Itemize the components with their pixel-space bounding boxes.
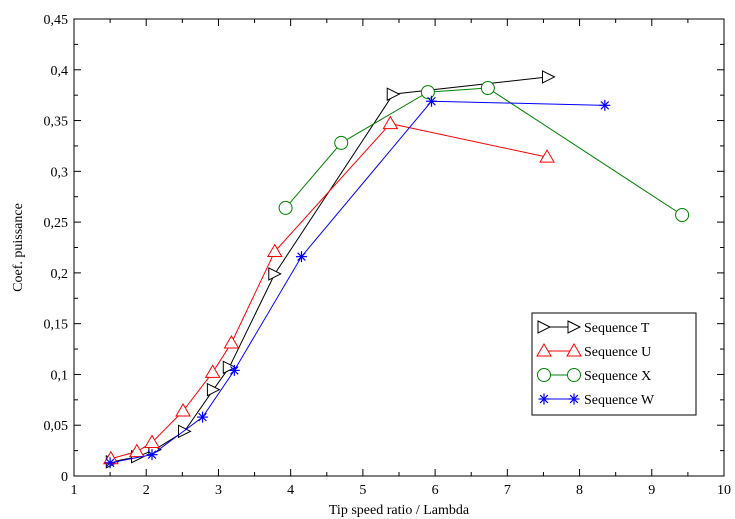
legend-entry-sequence-x: Sequence X bbox=[537, 368, 651, 384]
sequence-w-point bbox=[104, 457, 116, 469]
y-tick-label: 0,25 bbox=[44, 216, 69, 231]
sequence-t-point bbox=[178, 424, 192, 439]
sequence-x-point bbox=[334, 135, 349, 150]
sequence-u-line bbox=[110, 123, 548, 460]
x-tick-label: 2 bbox=[143, 483, 150, 498]
asterisk-stroke bbox=[230, 366, 239, 375]
asterisk-stroke bbox=[539, 394, 549, 404]
asterisk-stroke bbox=[297, 252, 306, 261]
sequence-w-point bbox=[197, 411, 209, 423]
legend-box bbox=[531, 312, 697, 416]
asterisk-stroke bbox=[569, 394, 579, 404]
y-tick-label: 0,2 bbox=[51, 267, 69, 282]
sequence-x-point bbox=[480, 81, 495, 96]
legend-marker bbox=[568, 393, 580, 405]
legend-marker bbox=[537, 320, 552, 334]
x-tick-label: 4 bbox=[287, 483, 294, 498]
sequence-u-point bbox=[266, 243, 283, 258]
y-tick-label: 0,15 bbox=[44, 318, 69, 333]
legend-label: Sequence U bbox=[584, 345, 651, 360]
y-tick-label: 0 bbox=[61, 470, 68, 485]
y-tick-label: 0,45 bbox=[44, 13, 69, 28]
y-tick-label: 0,05 bbox=[44, 419, 69, 434]
asterisk-stroke bbox=[427, 96, 436, 106]
legend-marker bbox=[538, 393, 550, 405]
asterisk-stroke bbox=[600, 101, 610, 110]
legend-marker bbox=[536, 343, 552, 357]
sequence-t-point bbox=[268, 267, 282, 281]
sequence-u-point bbox=[223, 334, 240, 349]
y-tick-label: 0,35 bbox=[44, 115, 69, 130]
sequence-x-line bbox=[285, 87, 683, 216]
x-tick-label: 5 bbox=[359, 483, 366, 498]
x-axis-title: Tip speed ratio / Lambda bbox=[329, 503, 470, 518]
sequence-u-series bbox=[102, 115, 555, 465]
legend-marker bbox=[567, 368, 581, 382]
x-tick-label: 7 bbox=[504, 483, 511, 498]
sequence-w-point bbox=[599, 99, 611, 111]
sequence-x-point bbox=[278, 200, 293, 215]
legend-label: Sequence X bbox=[584, 369, 651, 384]
legend-marker bbox=[567, 320, 582, 334]
sequence-x-point bbox=[675, 208, 690, 223]
sequence-u-point bbox=[144, 434, 160, 448]
y-tick-label: 0,4 bbox=[51, 64, 69, 79]
asterisk-stroke bbox=[198, 412, 207, 422]
x-tick-label: 1 bbox=[71, 483, 78, 498]
sequence-t-point bbox=[542, 70, 556, 84]
sequence-t-line bbox=[112, 76, 549, 463]
y-tick-label: 0,1 bbox=[51, 368, 69, 383]
sequence-t-point bbox=[206, 382, 221, 397]
sequence-u-point bbox=[539, 149, 555, 163]
sequence-w-series bbox=[104, 95, 611, 469]
sequence-u-point bbox=[128, 443, 145, 458]
x-tick-label: 9 bbox=[648, 483, 655, 498]
x-tick-label: 3 bbox=[215, 483, 222, 498]
legend-label: Sequence W bbox=[584, 393, 655, 408]
legend-entry-sequence-u: Sequence U bbox=[536, 343, 651, 360]
y-tick-label: 0,3 bbox=[51, 165, 69, 180]
asterisk-stroke bbox=[147, 450, 157, 459]
sequence-w-point bbox=[426, 95, 437, 107]
legend-entry-sequence-w: Sequence W bbox=[538, 393, 655, 408]
asterisk-stroke bbox=[105, 458, 115, 468]
legend-marker bbox=[537, 368, 551, 382]
x-tick-label: 10 bbox=[717, 483, 731, 498]
legend-marker bbox=[566, 343, 582, 357]
x-tick-label: 6 bbox=[432, 483, 439, 498]
sequence-u-point bbox=[204, 364, 221, 378]
sequence-w-point bbox=[228, 364, 240, 376]
sequence-u-point bbox=[175, 403, 191, 417]
sequence-w-point bbox=[296, 251, 307, 263]
legend-entry-sequence-t: Sequence T bbox=[537, 320, 650, 336]
sequence-u-point bbox=[382, 115, 399, 130]
sequence-x-point bbox=[420, 85, 435, 100]
x-tick-label: 8 bbox=[576, 483, 583, 498]
legend-label: Sequence T bbox=[584, 321, 650, 336]
sequence-w-point bbox=[146, 449, 158, 461]
y-axis-title: Coef. puissance bbox=[11, 203, 26, 292]
sequence-t-series bbox=[105, 70, 556, 469]
sequence-t-point bbox=[386, 87, 401, 101]
sequence-x-series bbox=[278, 81, 690, 223]
